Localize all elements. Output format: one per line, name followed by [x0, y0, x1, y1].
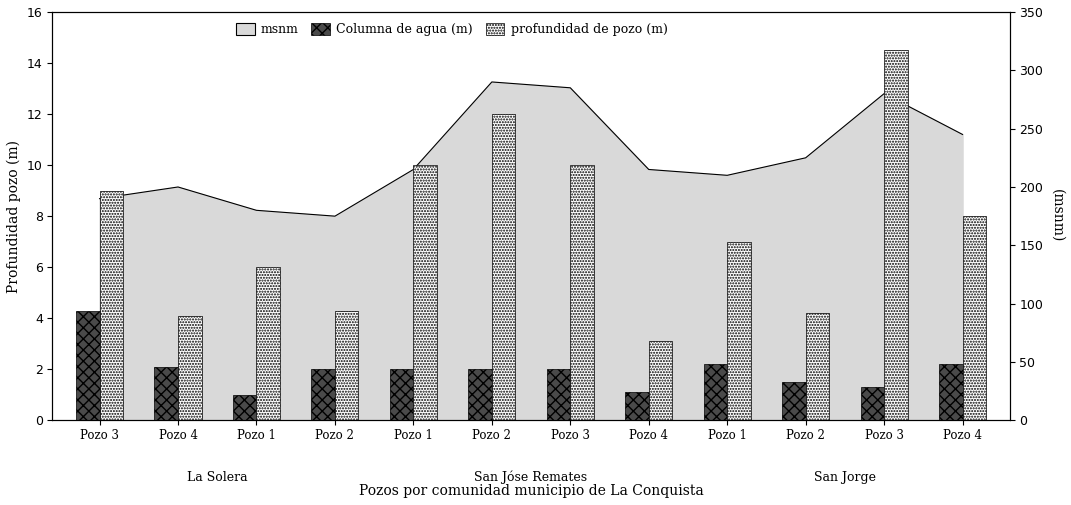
Bar: [232, 395, 256, 420]
Bar: [649, 341, 673, 420]
Y-axis label: Profundidad pozo (m): Profundidad pozo (m): [6, 140, 21, 293]
Bar: [492, 114, 515, 420]
Bar: [704, 364, 727, 420]
Y-axis label: (msnm): (msnm): [1050, 189, 1065, 243]
X-axis label: Pozos por comunidad municipio de La Conquista: Pozos por comunidad municipio de La Conq…: [359, 484, 704, 498]
Bar: [861, 387, 884, 420]
Bar: [413, 165, 437, 420]
Bar: [468, 369, 492, 420]
Bar: [178, 316, 201, 420]
Text: La Solera: La Solera: [187, 471, 247, 484]
Bar: [547, 369, 570, 420]
Bar: [100, 190, 123, 420]
Bar: [76, 311, 100, 420]
Bar: [939, 364, 963, 420]
Bar: [335, 311, 359, 420]
Bar: [963, 216, 986, 420]
Bar: [312, 369, 335, 420]
Bar: [805, 313, 829, 420]
Legend: msnm, Columna de agua (m), profundidad de pozo (m): msnm, Columna de agua (m), profundidad d…: [231, 18, 673, 41]
Bar: [884, 50, 907, 420]
Bar: [570, 165, 593, 420]
Bar: [625, 392, 649, 420]
Bar: [154, 367, 178, 420]
Bar: [727, 242, 751, 420]
Text: San Jóse Remates: San Jóse Remates: [474, 471, 588, 484]
Bar: [390, 369, 413, 420]
Bar: [782, 382, 805, 420]
Text: San Jorge: San Jorge: [814, 471, 876, 484]
Bar: [256, 267, 280, 420]
